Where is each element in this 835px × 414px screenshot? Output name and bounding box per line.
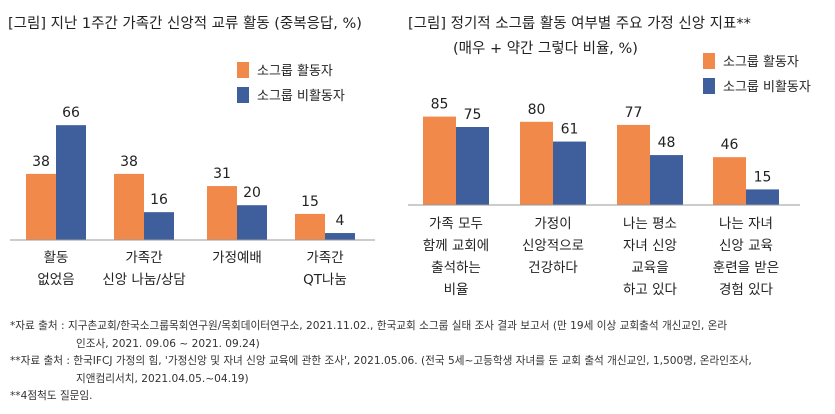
value-label: 46 xyxy=(721,137,739,153)
category-label: 경험 있다 xyxy=(719,282,774,298)
legend-swatch xyxy=(703,52,715,69)
bar xyxy=(26,173,56,240)
category-label: 가정예배 xyxy=(212,250,262,266)
category-label: 가족 모두 xyxy=(429,216,483,232)
category-label: 가정이 xyxy=(534,216,571,232)
value-label: 48 xyxy=(658,135,676,151)
value-label: 80 xyxy=(528,102,546,118)
value-label: 4 xyxy=(336,213,345,229)
category-label: QT나눔 xyxy=(303,272,347,288)
category-label: 하고 있다 xyxy=(623,282,678,298)
note-line: 인조사, 2021. 09.06 ~ 2021. 09.24) xyxy=(76,337,260,350)
chart2-legend-item-active: 소그룹 활동자 xyxy=(703,51,799,70)
category-label: 건강하다 xyxy=(528,260,578,276)
category-label: 자녀 신앙 xyxy=(623,238,677,254)
value-label: 38 xyxy=(120,154,138,170)
bar xyxy=(650,155,683,205)
chart1-title: [그림] 지난 1주간 가족간 신앙적 교류 활동 (중복응답, %) xyxy=(8,16,362,32)
value-label: 15 xyxy=(754,169,772,185)
value-label: 77 xyxy=(625,105,643,121)
category-label: 신앙 나눔/상담 xyxy=(102,272,185,288)
value-label: 66 xyxy=(62,105,80,121)
category-label: 함께 교회에 xyxy=(423,238,489,254)
source-notes: *자료 출처 : 지구촌교회/한국소그룹목회연구원/목회데이터연구소, 2021… xyxy=(10,318,752,406)
category-label: 나는 자녀 xyxy=(719,216,773,232)
category-label: 신앙 교육 xyxy=(719,238,773,254)
category-label: 가족간 xyxy=(306,250,343,266)
note-line: **4점척도 질문임. xyxy=(10,390,93,402)
legend-swatch xyxy=(703,77,715,94)
legend-swatch xyxy=(237,61,249,78)
category-label: 훈련을 받은 xyxy=(713,260,779,276)
note-line: *자료 출처 : 지구촌교회/한국소그룹목회연구원/목회데이터연구소, 2021… xyxy=(10,320,728,332)
bar xyxy=(423,116,456,205)
value-label: 20 xyxy=(243,185,261,201)
bar xyxy=(746,189,779,205)
value-label: 38 xyxy=(32,154,50,170)
bar xyxy=(56,125,86,240)
bar xyxy=(520,121,553,205)
category-label: 신앙적으로 xyxy=(522,238,584,254)
category-label: 나는 평소 xyxy=(623,216,677,232)
category-label: 가족간 xyxy=(125,250,162,266)
value-label: 85 xyxy=(431,97,449,113)
category-label: 활동 xyxy=(44,250,69,266)
chart2-title: [그림] 정기적 소그룹 활동 여부별 주요 가정 신앙 지표** xyxy=(408,16,751,32)
bar xyxy=(713,157,746,205)
chart2-legend-item-inactive: 소그룹 비활동자 xyxy=(703,76,811,95)
bar xyxy=(237,205,267,240)
category-label: 교육을 xyxy=(631,260,668,276)
chart1-legend-item-inactive: 소그룹 비활동자 xyxy=(237,85,345,104)
bar xyxy=(114,173,144,240)
legend-label: 소그룹 비활동자 xyxy=(723,80,811,95)
chart1-legend-item-active: 소그룹 활동자 xyxy=(237,60,333,79)
category-label: 없었음 xyxy=(37,272,74,288)
bar xyxy=(456,127,489,205)
bar xyxy=(325,233,355,240)
note-line: **자료 출처 : 한국IFCJ 가정의 힘, '가정신앙 및 자녀 신앙 교육… xyxy=(10,355,752,367)
bar xyxy=(553,141,586,205)
legend-label: 소그룹 활동자 xyxy=(723,55,799,70)
bar xyxy=(295,213,325,240)
note-line: 지앤컴리서치, 2021.04.05.~04.19) xyxy=(76,372,249,385)
legend-label: 소그룹 비활동자 xyxy=(257,89,345,104)
value-label: 75 xyxy=(464,107,482,123)
bar xyxy=(207,186,237,240)
bar xyxy=(144,212,174,240)
category-label: 출석하는 xyxy=(431,260,481,276)
value-label: 61 xyxy=(561,122,579,138)
legend-label: 소그룹 활동자 xyxy=(257,64,333,79)
value-label: 16 xyxy=(150,192,168,208)
chart2-subtitle: (매우 + 약간 그렇다 비율, %) xyxy=(453,41,638,57)
category-label: 비율 xyxy=(444,282,469,298)
value-label: 31 xyxy=(213,166,231,182)
value-label: 15 xyxy=(301,194,319,210)
bar xyxy=(617,124,650,205)
legend-swatch xyxy=(237,86,249,103)
